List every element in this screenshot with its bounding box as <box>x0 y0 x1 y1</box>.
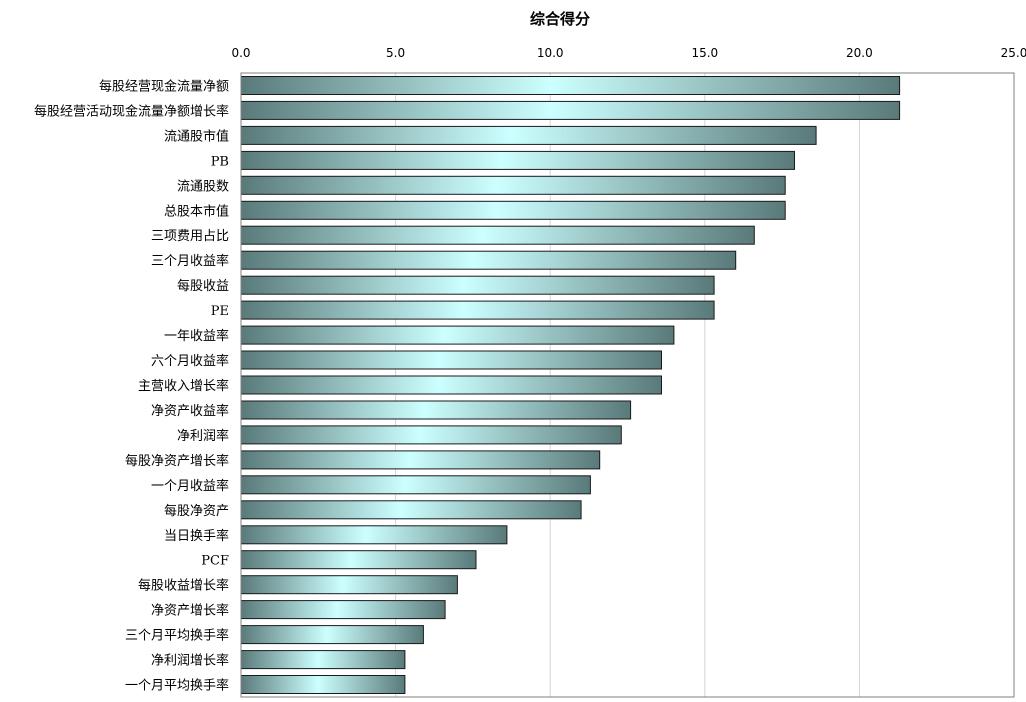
bar <box>240 125 817 145</box>
category-label: 每股净资产增长率 <box>125 453 229 469</box>
bar <box>240 400 632 420</box>
category-label: 流通股数 <box>177 179 229 194</box>
x-tick-label: 5.0 <box>386 46 405 60</box>
x-tick-label: 10.0 <box>537 46 564 60</box>
bar <box>240 250 737 270</box>
bar <box>240 500 582 520</box>
bar <box>240 76 901 95</box>
category-label: 每股净资产 <box>164 503 229 519</box>
x-tick-label: 20.0 <box>846 46 873 60</box>
category-label: 总股本市值 <box>164 203 229 219</box>
category-label: 当日换手率 <box>164 528 229 544</box>
x-axis-ticks: 0.0 5.0 10.0 15.0 20.0 25.0 <box>231 46 1026 60</box>
bar <box>240 100 901 120</box>
x-tick-label: 15.0 <box>691 46 718 60</box>
bar <box>240 350 662 370</box>
category-label: 净资产增长率 <box>151 603 229 619</box>
plot-area-border <box>240 72 1015 698</box>
bar <box>240 225 755 245</box>
category-label: 六个月收益率 <box>151 353 229 369</box>
bar <box>240 675 406 694</box>
category-label: 流通股市值 <box>164 128 229 144</box>
bar <box>240 375 662 395</box>
category-label: 一年收益率 <box>164 328 229 344</box>
category-label: 一个月收益率 <box>151 478 229 494</box>
category-label: 每股收益增长率 <box>138 578 229 594</box>
category-label: 每股经营现金流量净额 <box>99 79 229 95</box>
bar <box>240 550 477 570</box>
bar <box>240 275 715 295</box>
bar <box>240 650 406 670</box>
axes <box>240 72 1015 698</box>
category-label: 一个月平均换手率 <box>125 678 229 694</box>
bar <box>240 300 715 320</box>
category-label: 每股收益 <box>177 278 229 294</box>
bar <box>240 475 591 495</box>
x-tick-label: 0.0 <box>231 46 250 60</box>
bar <box>240 600 446 620</box>
x-tick-label: 25.0 <box>1001 46 1026 60</box>
category-label: 净利润率 <box>177 428 229 444</box>
bar <box>240 525 508 545</box>
category-label: 净资产收益率 <box>151 403 229 419</box>
bars <box>240 76 901 694</box>
bar <box>240 575 458 595</box>
category-label: 每股经营活动现金流量净额增长率 <box>34 103 229 119</box>
category-label: 主营收入增长率 <box>138 378 229 394</box>
category-label: 三项费用占比 <box>151 229 229 244</box>
bar <box>240 150 795 170</box>
bar <box>240 625 424 645</box>
category-label: 净利润增长率 <box>151 653 229 669</box>
category-label: PB <box>211 154 229 169</box>
category-label: 三个月平均换手率 <box>125 628 229 644</box>
bar <box>240 175 786 195</box>
category-label: PCF <box>201 554 229 569</box>
category-label: PE <box>211 304 229 319</box>
bar <box>240 325 675 345</box>
bar <box>240 450 601 470</box>
bar <box>240 425 622 445</box>
category-label: 三个月收益率 <box>151 253 229 269</box>
chart-title: 综合得分 <box>530 10 590 28</box>
bar <box>240 200 786 220</box>
